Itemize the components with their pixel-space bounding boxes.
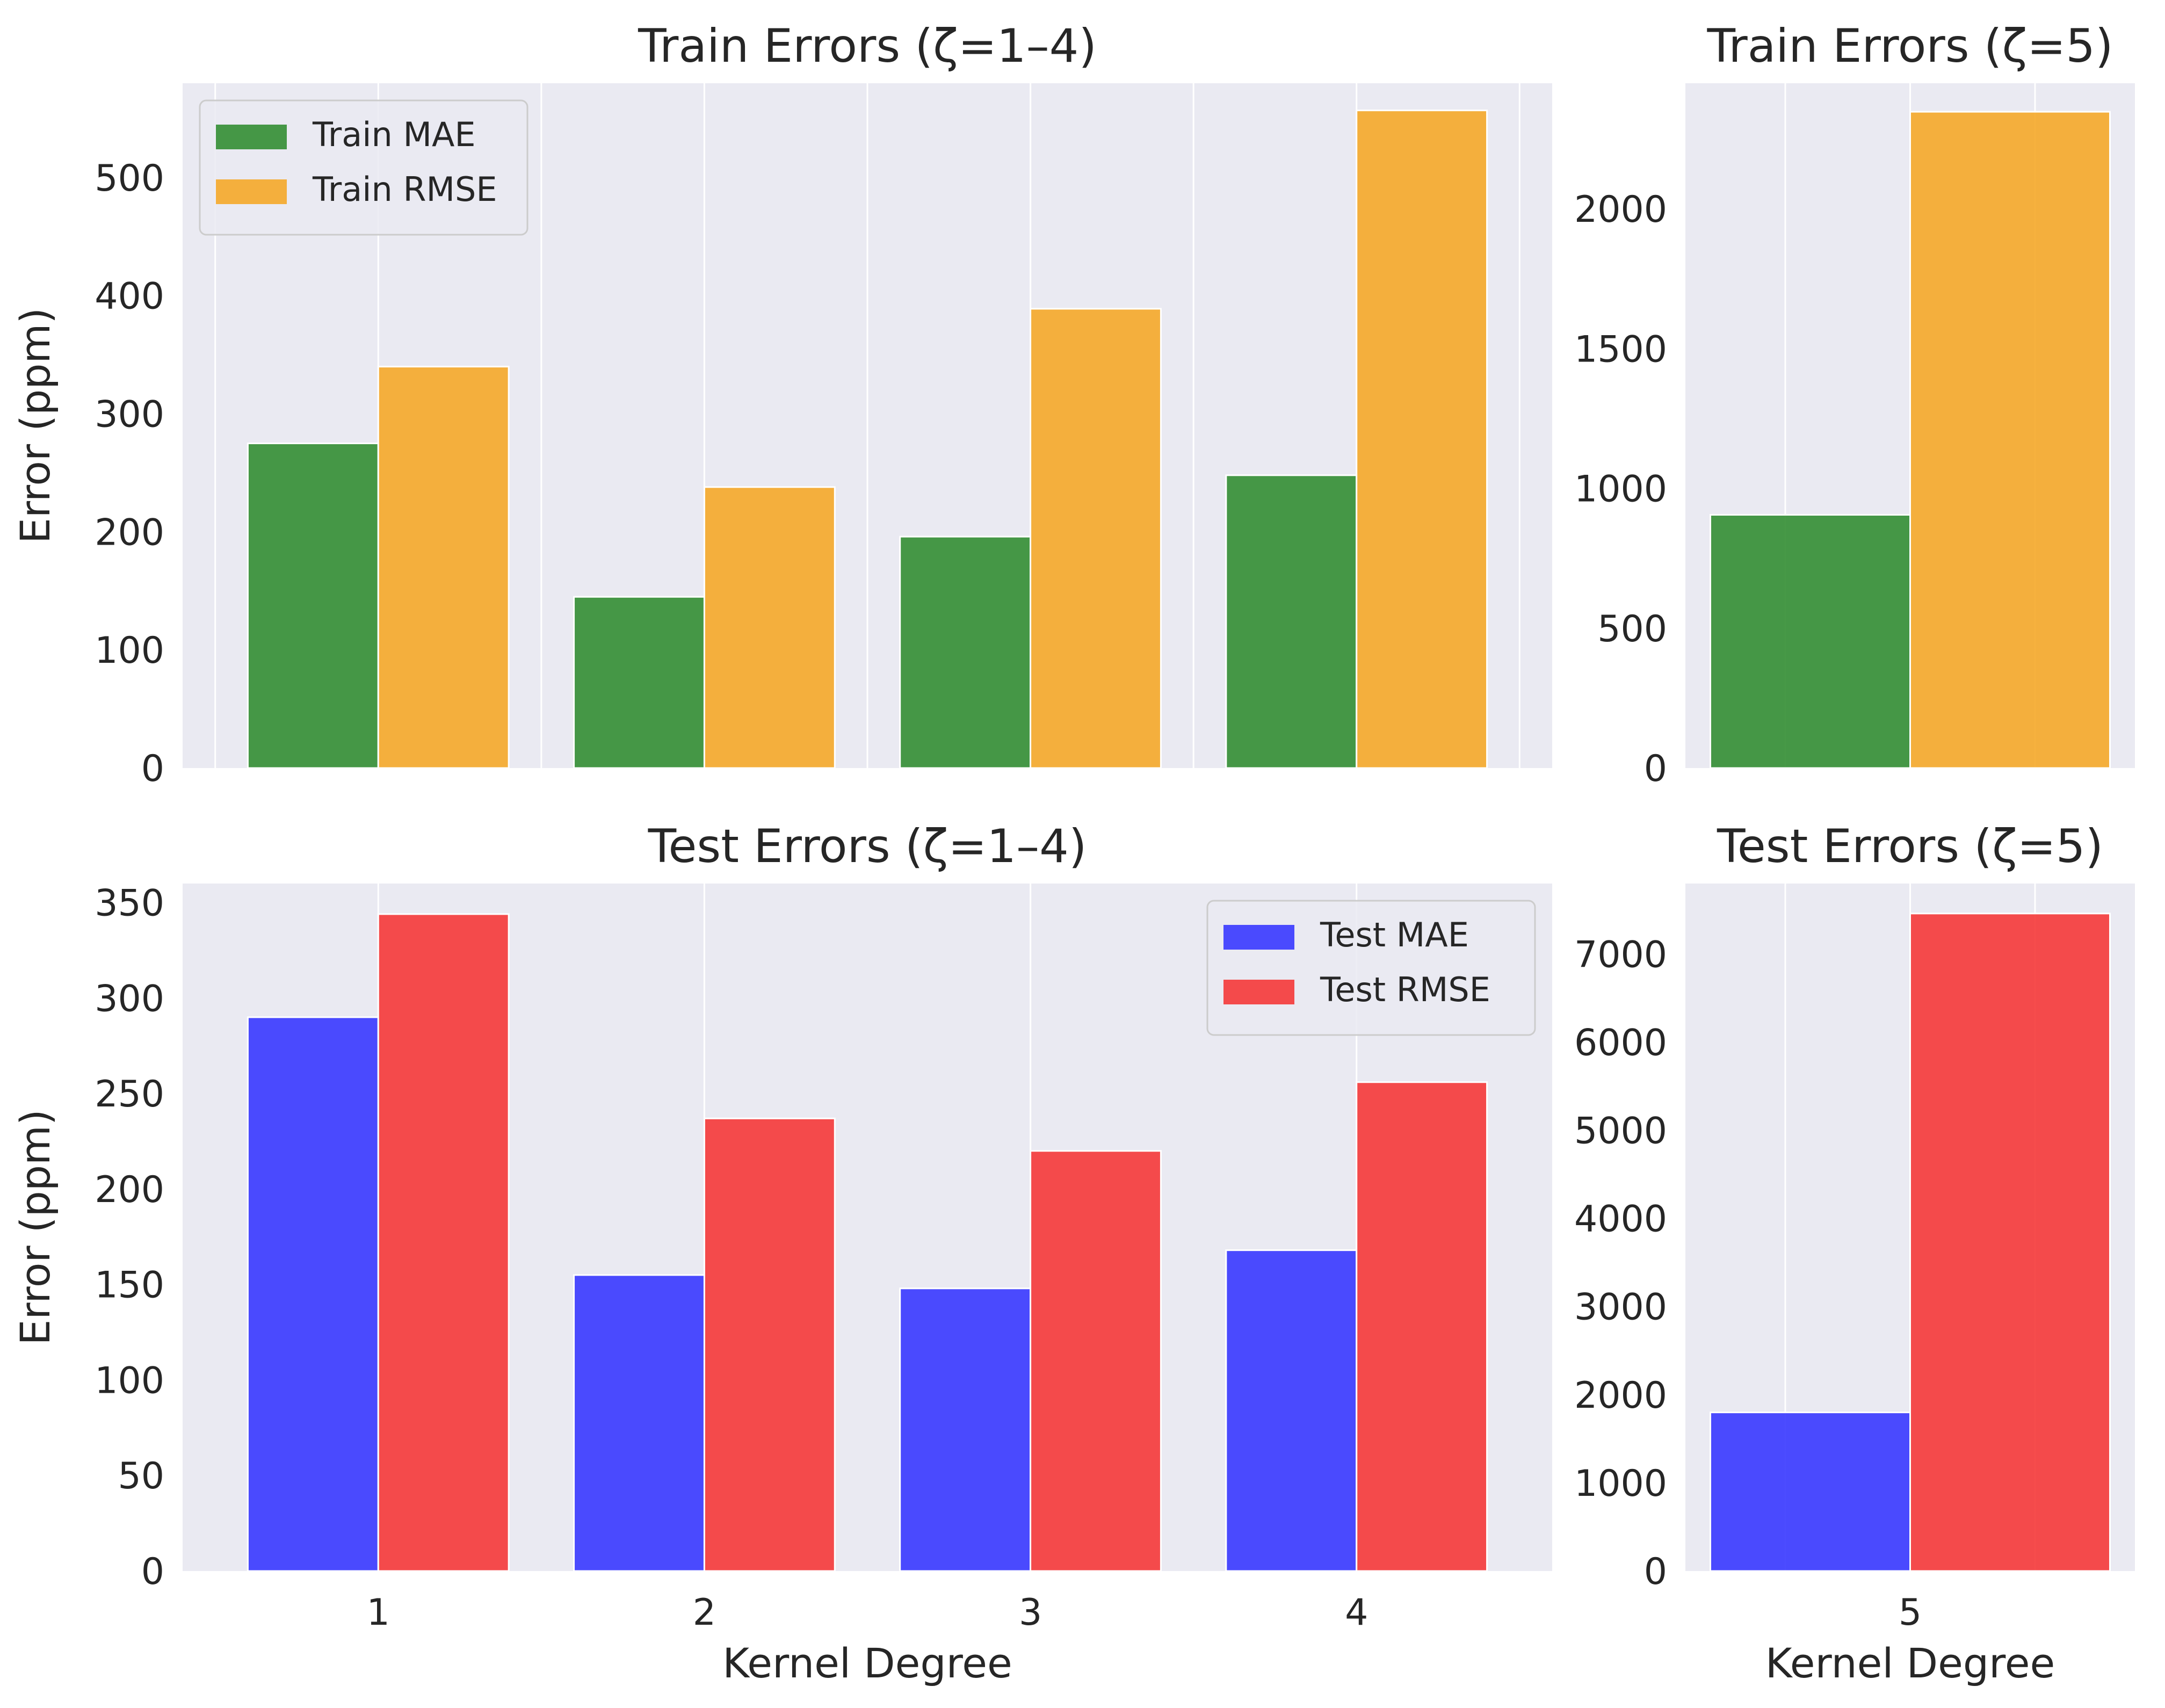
chart-title: Train Errors (ζ=5) — [1706, 19, 2113, 73]
y-axis-label: Error (ppm) — [11, 308, 59, 544]
y-tick-label: 250 — [95, 1073, 164, 1116]
y-tick-label: 0 — [1644, 748, 1667, 790]
legend-swatch — [1223, 980, 1294, 1004]
bar[interactable] — [899, 535, 1032, 769]
y-tick-label: 200 — [95, 511, 164, 554]
bar[interactable] — [1710, 1412, 1911, 1572]
y-tick-label: 150 — [95, 1264, 164, 1307]
y-tick-label: 0 — [141, 748, 164, 790]
chart-title: Test Errors (ζ=5) — [1717, 820, 2103, 873]
chart-test_1_4: 0 50 100 150 200 250 300 350 1 2 3 4 Test Errors (ζ=… — [11, 820, 1552, 1687]
y-tick-label: 2000 — [1574, 1374, 1667, 1417]
bar[interactable] — [1710, 514, 1911, 769]
chart-title: Test Errors (ζ=1–4) — [648, 820, 1087, 873]
y-tick-label: 7000 — [1574, 933, 1667, 976]
y-tick-label: 6000 — [1574, 1022, 1667, 1064]
x-tick-label: 1 — [367, 1591, 390, 1634]
bar[interactable] — [899, 1287, 1032, 1572]
x-tick-label: 4 — [1345, 1591, 1368, 1634]
y-tick-label: 4000 — [1574, 1198, 1667, 1241]
bar[interactable] — [1356, 1081, 1488, 1572]
chart-train_5: 0 500 1000 1500 2000 Train Errors (ζ=5) — [1574, 19, 2135, 790]
y-tick-label: 2000 — [1574, 189, 1667, 231]
y-tick-label: 1000 — [1574, 1463, 1667, 1505]
bar[interactable] — [1030, 308, 1162, 769]
bar[interactable] — [247, 1016, 379, 1572]
legend-label: Train MAE — [312, 115, 476, 154]
chart-train_1_4: 0 100 200 300 400 500 Train Errors (ζ=1–4) Erro… — [11, 19, 1552, 790]
y-tick-label: 50 — [118, 1455, 164, 1497]
legend: Test MAE Test RMSE — [1206, 900, 1536, 1036]
legend-swatch — [1223, 925, 1294, 950]
bar[interactable] — [1030, 1150, 1162, 1572]
bar[interactable] — [1225, 474, 1358, 769]
y-tick-label: 0 — [141, 1551, 164, 1593]
legend-swatch — [216, 125, 287, 149]
bar[interactable] — [573, 1274, 705, 1572]
legend-label: Test RMSE — [1320, 970, 1490, 1009]
y-tick-label: 350 — [95, 882, 164, 925]
legend: Train MAE Train RMSE — [199, 99, 528, 236]
series-train-mae — [247, 442, 1358, 769]
y-tick-label: 300 — [95, 394, 164, 436]
chart-title: Train Errors (ζ=1–4) — [638, 19, 1097, 73]
chart-test_5: 0 1000 2000 3000 4000 5000 6000 7000 5 Test Error… — [1574, 820, 2135, 1687]
series-train-rmse — [377, 110, 1488, 769]
bar[interactable] — [703, 486, 836, 769]
bar[interactable] — [1225, 1249, 1358, 1572]
y-tick-label: 5000 — [1574, 1110, 1667, 1152]
y-axis-label: Error (ppm) — [11, 1109, 59, 1345]
x-tick-label: 2 — [693, 1591, 716, 1634]
series-test-rmse — [1909, 913, 2111, 1572]
x-tick-label: 5 — [1899, 1591, 1922, 1634]
series-train-mae — [1710, 514, 1911, 769]
bar[interactable] — [1909, 111, 2111, 769]
y-tick-label: 100 — [95, 629, 164, 672]
x-axis-label: Kernel Degree — [722, 1639, 1012, 1687]
bar[interactable] — [377, 913, 510, 1572]
legend-label: Test MAE — [1320, 915, 1469, 954]
y-tick-label: 300 — [95, 978, 164, 1020]
y-tick-label: 1500 — [1574, 328, 1667, 371]
legend-swatch — [216, 179, 287, 204]
y-tick-label: 500 — [1597, 608, 1667, 650]
bar[interactable] — [377, 366, 510, 769]
bar[interactable] — [703, 1117, 836, 1572]
y-tick-label: 200 — [95, 1169, 164, 1211]
bar[interactable] — [247, 442, 379, 769]
series-train-rmse — [1909, 111, 2111, 769]
x-axis-label: Kernel Degree — [1765, 1639, 2055, 1687]
bar[interactable] — [1356, 110, 1488, 769]
series-test-mae — [247, 1016, 1358, 1572]
y-tick-label: 100 — [95, 1359, 164, 1402]
series-test-mae — [1710, 1412, 1911, 1572]
series-test-rmse — [377, 913, 1488, 1572]
legend-label: Train RMSE — [312, 170, 497, 209]
y-tick-label: 0 — [1644, 1551, 1667, 1593]
bar[interactable] — [1909, 913, 2111, 1572]
y-tick-label: 500 — [95, 157, 164, 200]
y-tick-label: 3000 — [1574, 1286, 1667, 1329]
x-tick-label: 3 — [1019, 1591, 1042, 1634]
y-tick-label: 400 — [95, 276, 164, 318]
bar[interactable] — [573, 596, 705, 769]
y-tick-label: 1000 — [1574, 468, 1667, 511]
